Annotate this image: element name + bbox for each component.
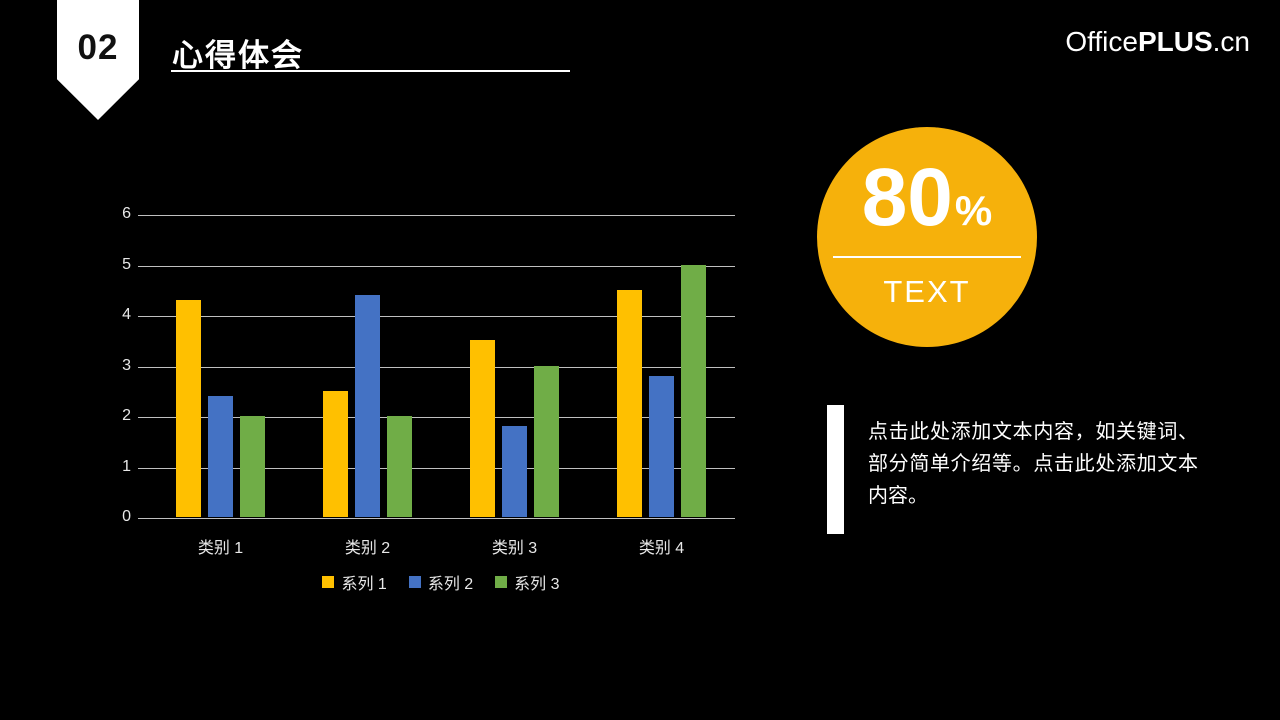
bar-系列 1-类别 1 — [176, 299, 201, 517]
logo-office: Office — [1065, 26, 1138, 57]
bar-系列 2-类别 2 — [355, 294, 380, 517]
circle-label: TEXT — [883, 274, 971, 309]
legend-swatch — [408, 576, 421, 588]
bar-系列 3-类别 3 — [534, 365, 559, 517]
body-text: 点击此处添加文本内容，如关键词、部分简单介绍等。点击此处添加文本内容。 — [868, 421, 1198, 507]
gridline — [147, 215, 735, 216]
bar-系列 2-类别 3 — [502, 426, 527, 517]
bar-系列 1-类别 3 — [470, 340, 495, 517]
bar-系列 1-类别 4 — [617, 289, 642, 517]
bar-系列 3-类别 1 — [240, 416, 265, 517]
y-axis-tick — [138, 265, 147, 267]
legend-swatch — [322, 576, 335, 588]
bar-chart: 0 1 2 3 4 5 6 类别 1 类别 2 类别 3 类别 4 系列 1 系列 2 系列 3 — [122, 205, 735, 593]
y-axis-tick — [138, 518, 147, 519]
y-axis-tick — [138, 316, 147, 317]
y-axis-tick — [138, 215, 147, 216]
section-number-badge: 02 — [57, 0, 139, 120]
legend-item: 系列 3 — [495, 570, 560, 594]
bar-系列 2-类别 4 — [649, 375, 674, 517]
gridline — [147, 265, 735, 267]
legend-label: 系列 1 — [341, 576, 387, 593]
y-axis-label: 1 — [122, 457, 131, 475]
y-axis-label: 2 — [122, 407, 131, 424]
logo-cn: .cn — [1212, 26, 1250, 57]
gridline — [147, 518, 735, 519]
circle-divider — [833, 256, 1021, 258]
y-axis-label: 3 — [122, 356, 131, 374]
gridline — [147, 467, 735, 469]
legend-label: 系列 2 — [427, 576, 474, 593]
x-axis-label: 类别 3 — [491, 540, 538, 557]
y-axis-label: 0 — [122, 508, 131, 525]
chart-legend: 系列 1 系列 2 系列 3 — [147, 570, 735, 594]
percent-value: 80 — [861, 152, 953, 243]
x-axis-label: 类别 4 — [638, 540, 685, 557]
section-number: 02 — [77, 28, 119, 67]
y-axis-label: 5 — [122, 255, 131, 273]
legend-item: 系列 2 — [408, 570, 474, 594]
gridline — [147, 417, 735, 418]
x-axis-label: 类别 1 — [197, 540, 244, 557]
legend-label: 系列 3 — [514, 576, 560, 593]
logo-plus: PLUS — [1137, 26, 1213, 57]
officeplus-logo: OfficePLUS.cn — [1065, 26, 1250, 58]
gridline — [147, 316, 735, 317]
x-axis-label: 类别 2 — [344, 540, 391, 557]
bar-系列 1-类别 2 — [323, 390, 348, 517]
highlight-circle: 80 % TEXT — [817, 127, 1037, 347]
y-axis-label: 6 — [122, 205, 131, 222]
bar-系列 2-类别 1 — [208, 395, 233, 517]
bar-系列 3-类别 4 — [681, 264, 706, 517]
accent-bar — [827, 405, 844, 534]
bar-系列 3-类别 2 — [387, 416, 412, 517]
legend-item: 系列 1 — [322, 570, 387, 594]
legend-swatch — [495, 576, 508, 588]
percent-row: 80 % — [862, 157, 993, 239]
y-axis-tick — [138, 467, 147, 469]
title-underline — [171, 70, 570, 72]
gridline — [147, 366, 735, 368]
page-title: 心得体会 — [172, 38, 304, 73]
percent-sign: % — [954, 187, 993, 234]
y-axis-tick — [138, 417, 147, 418]
y-axis-label: 4 — [122, 306, 131, 323]
y-axis-tick — [138, 366, 147, 368]
